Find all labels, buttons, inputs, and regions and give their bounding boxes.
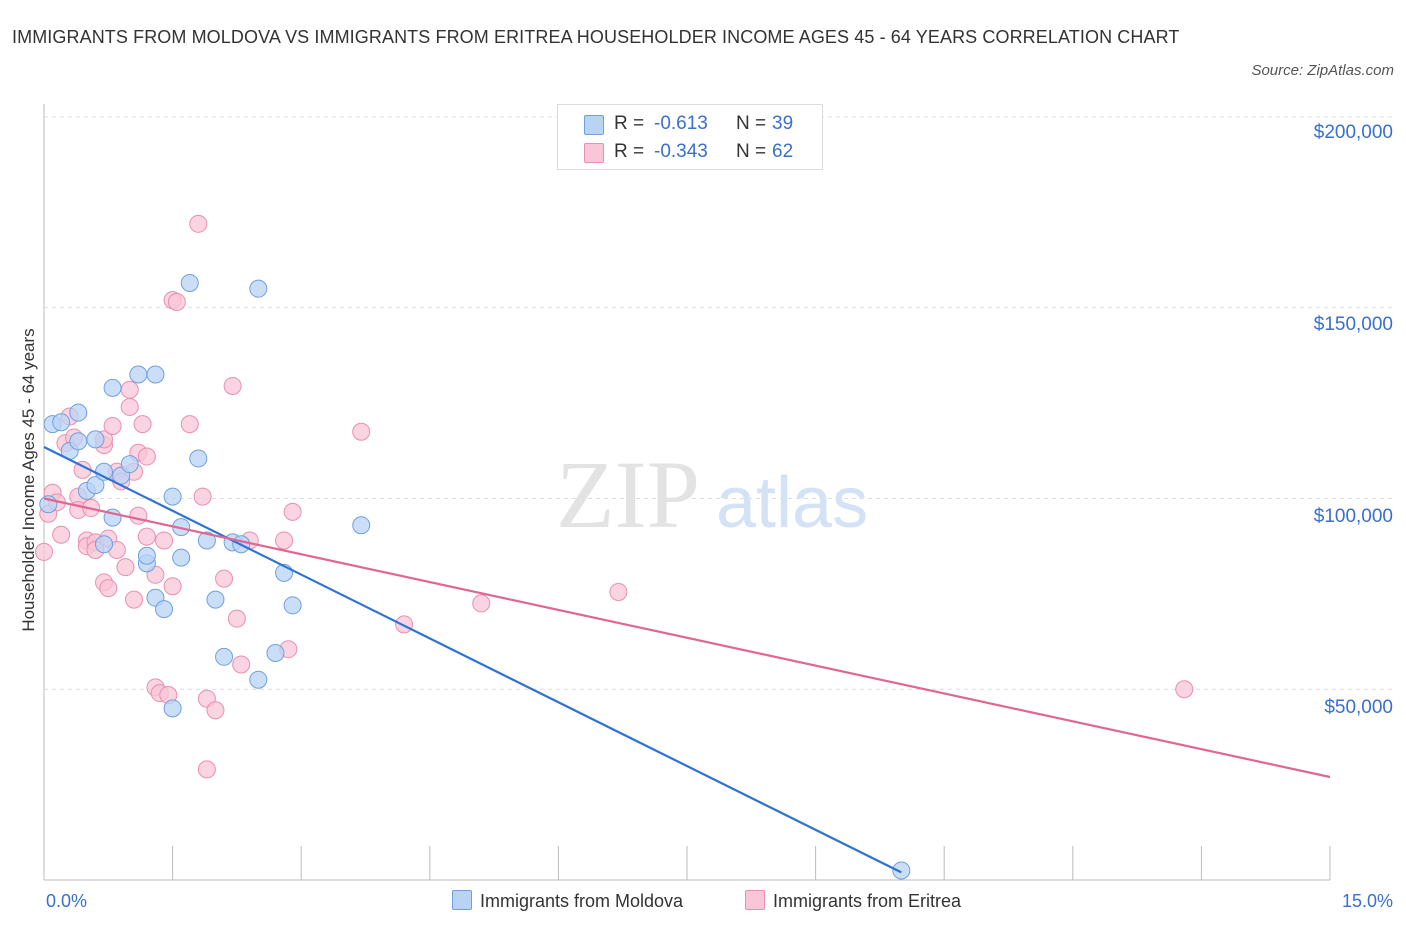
y-tick-label-150000: $150,000 (1313, 314, 1393, 335)
eritrea-point-27 (120, 397, 139, 416)
moldova-point-31 (249, 670, 268, 689)
moldova-swatch (584, 115, 604, 135)
moldova-point-18 (155, 600, 174, 619)
x-tick-label-min: 0.0% (46, 891, 88, 911)
eritrea-point-61 (1175, 680, 1194, 699)
eritrea-r-value: -0.343 (654, 141, 708, 162)
moldova-point-20 (163, 487, 182, 506)
eritrea-point-4 (52, 525, 71, 544)
bottom-moldova-swatch (452, 890, 472, 910)
moldova-point-2 (69, 432, 88, 451)
eritrea-point-25 (116, 558, 135, 577)
moldova-point-17 (146, 365, 165, 384)
moldova-point-27 (215, 647, 234, 666)
eritrea-point-26 (120, 380, 139, 399)
eritrea-n-label: N = (736, 141, 767, 162)
moldova-point-32 (266, 644, 285, 663)
moldova-point-37 (52, 413, 71, 432)
moldova-n-value: 39 (772, 113, 794, 134)
moldova-point-19 (163, 699, 182, 718)
moldova-point-38 (892, 861, 911, 880)
moldova-point-23 (180, 273, 199, 292)
gridlines (44, 116, 1395, 690)
bottom-moldova-label: Immigrants from Moldova (480, 891, 684, 911)
moldova-point-35 (352, 516, 371, 535)
eritrea-r-label: R = (614, 141, 645, 162)
moldova-point-34 (283, 596, 302, 615)
eritrea-point-33 (137, 447, 156, 466)
eritrea-point-48 (206, 701, 225, 720)
eritrea-point-0 (35, 542, 53, 561)
eritrea-point-43 (180, 415, 199, 434)
eritrea-point-42 (167, 293, 186, 312)
eritrea-point-60 (609, 582, 628, 601)
eritrea-point-34 (137, 527, 156, 546)
eritrea-point-45 (193, 487, 212, 506)
y-tick-label-100000: $100,000 (1313, 506, 1393, 527)
eritrea-point-21 (103, 417, 122, 436)
watermark-atlas: atlas (716, 463, 868, 543)
moldova-r-label: R = (614, 113, 645, 134)
moldova-points (39, 273, 911, 880)
watermark-zip: ZIP (556, 441, 700, 548)
correlation-legend: R = -0.613 N = 39 R = -0.343 N = 62 (557, 104, 823, 170)
eritrea-point-20 (99, 579, 118, 598)
eritrea-point-31 (129, 506, 148, 525)
y-tick-label-50000: $50,000 (1324, 697, 1393, 718)
moldova-point-5 (86, 430, 105, 449)
eritrea-point-52 (232, 655, 251, 674)
bottom-eritrea-swatch (745, 890, 765, 910)
chart-title: IMMIGRANTS FROM MOLDOVA VS IMMIGRANTS FR… (12, 27, 1180, 47)
watermark: ZIP atlas (556, 441, 868, 548)
eritrea-point-59 (472, 594, 491, 613)
eritrea-trend-line (43, 497, 1331, 779)
eritrea-point-56 (283, 502, 302, 521)
eritrea-point-40 (163, 577, 182, 596)
x-tick-label-max: 15.0% (1341, 891, 1393, 911)
moldova-point-25 (197, 531, 216, 550)
moldova-point-24 (189, 449, 208, 468)
moldova-point-26 (206, 590, 225, 609)
eritrea-swatch (584, 143, 604, 163)
bottom-legend-moldova: Immigrants from Moldova (452, 890, 683, 912)
trend-lines (43, 446, 1331, 874)
source-attribution: Source: ZipAtlas.com (1251, 62, 1394, 79)
eritrea-point-32 (133, 415, 152, 434)
eritrea-n-value: 62 (772, 141, 794, 162)
moldova-point-30 (249, 279, 268, 298)
eritrea-point-44 (189, 214, 208, 233)
eritrea-point-49 (215, 569, 234, 588)
eritrea-point-47 (197, 760, 216, 779)
y-axis-label: Householder Income Ages 45 - 64 years (19, 328, 38, 632)
eritrea-point-28 (125, 590, 144, 609)
moldova-point-36 (39, 495, 58, 514)
moldova-point-13 (129, 365, 148, 384)
moldova-point-3 (69, 403, 88, 422)
eritrea-point-51 (227, 609, 246, 628)
moldova-n-label: N = (736, 113, 767, 134)
moldova-point-22 (172, 548, 191, 567)
eritrea-point-58 (395, 615, 414, 634)
eritrea-point-54 (275, 531, 294, 550)
bottom-legend-eritrea: Immigrants from Eritrea (745, 890, 961, 912)
moldova-point-15 (137, 546, 156, 565)
moldova-point-6 (86, 476, 105, 495)
moldova-trend-line (43, 446, 902, 874)
moldova-r-value: -0.613 (654, 113, 708, 134)
eritrea-point-38 (155, 531, 174, 550)
moldova-point-10 (103, 378, 122, 397)
eritrea-point-50 (223, 376, 242, 395)
moldova-point-8 (95, 535, 114, 554)
y-tick-label-200000: $200,000 (1313, 122, 1393, 143)
bottom-eritrea-label: Immigrants from Eritrea (773, 891, 962, 911)
moldova-point-12 (120, 455, 139, 474)
eritrea-point-57 (352, 422, 371, 441)
